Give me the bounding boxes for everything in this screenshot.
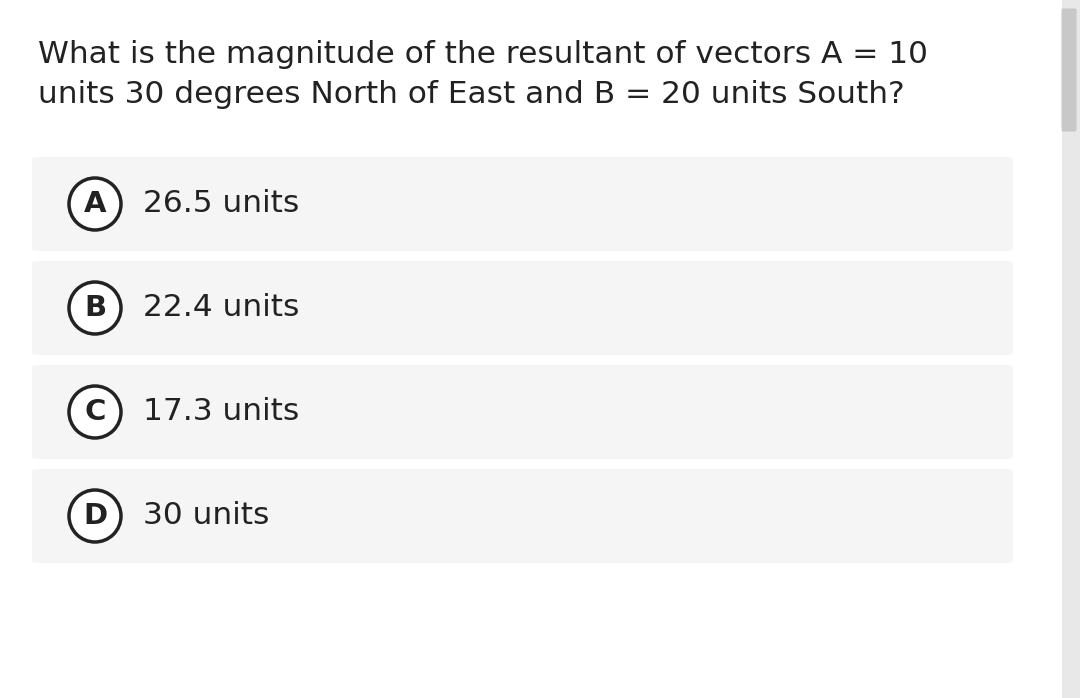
Text: D: D: [83, 502, 107, 530]
Circle shape: [69, 178, 121, 230]
Circle shape: [69, 490, 121, 542]
Text: 22.4 units: 22.4 units: [143, 293, 299, 322]
FancyBboxPatch shape: [1062, 8, 1077, 131]
Text: B: B: [84, 294, 106, 322]
Text: C: C: [84, 398, 106, 426]
Circle shape: [69, 282, 121, 334]
Text: 30 units: 30 units: [143, 501, 269, 530]
FancyBboxPatch shape: [32, 469, 1013, 563]
Bar: [1062, 0, 1080, 698]
Text: What is the magnitude of the resultant of vectors A = 10: What is the magnitude of the resultant o…: [38, 40, 928, 69]
FancyBboxPatch shape: [32, 261, 1013, 355]
Text: 17.3 units: 17.3 units: [143, 397, 299, 426]
Text: 26.5 units: 26.5 units: [143, 189, 299, 218]
FancyBboxPatch shape: [32, 365, 1013, 459]
Circle shape: [69, 386, 121, 438]
Text: units 30 degrees North of East and B = 20 units South?: units 30 degrees North of East and B = 2…: [38, 80, 905, 109]
Text: A: A: [84, 190, 106, 218]
FancyBboxPatch shape: [32, 157, 1013, 251]
